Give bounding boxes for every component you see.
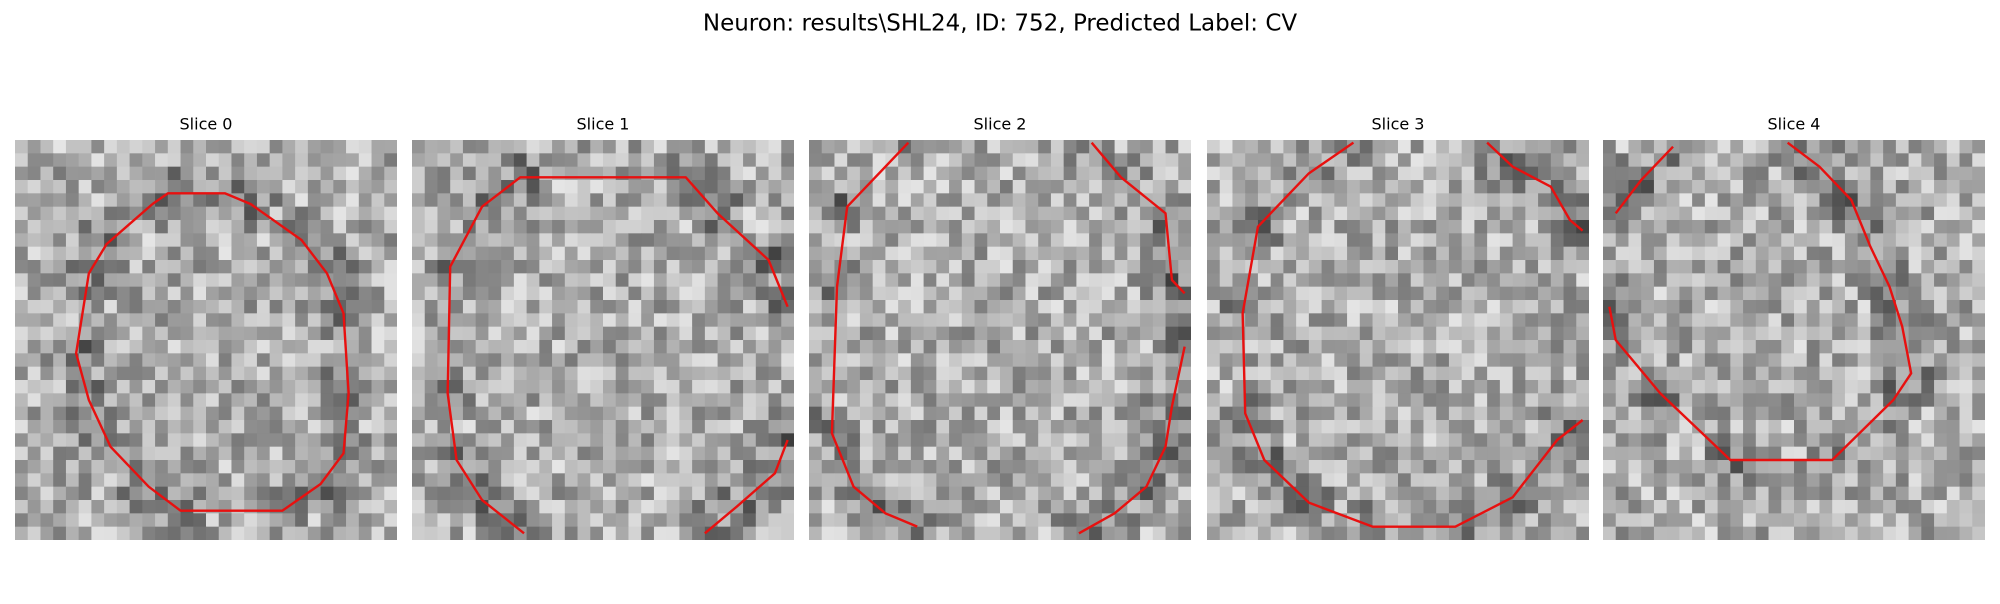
panel-title: Slice 3: [1372, 115, 1425, 134]
contour: [1609, 143, 1911, 460]
contour: [448, 177, 788, 533]
contour: [76, 193, 348, 510]
contour: [1487, 143, 1583, 231]
contour: [1079, 347, 1185, 534]
contour: [1616, 147, 1673, 214]
contour: [1092, 143, 1185, 294]
slice-image: [1207, 140, 1589, 540]
figure-title: Neuron: results\SHL24, ID: 752, Predicte…: [703, 11, 1298, 37]
panel-title: Slice 0: [180, 115, 233, 134]
slice-image: [809, 140, 1191, 540]
contour: [1243, 143, 1583, 527]
slice-image: [1603, 140, 1985, 540]
slice-image: [15, 140, 397, 540]
panel-title: Slice 4: [1768, 115, 1821, 134]
contour: [705, 440, 788, 533]
panel-title: Slice 1: [577, 115, 630, 134]
slice-image: [412, 140, 794, 540]
panel-title: Slice 2: [974, 115, 1027, 134]
contour: [832, 143, 917, 527]
